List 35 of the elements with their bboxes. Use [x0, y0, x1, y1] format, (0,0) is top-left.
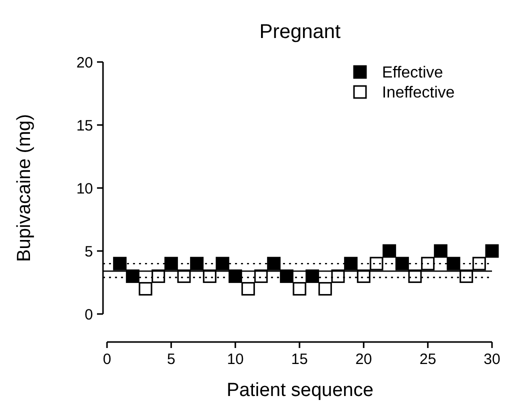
point — [241, 282, 255, 296]
point — [138, 282, 152, 296]
y-tick-label: 15 — [76, 117, 93, 134]
point — [113, 256, 127, 270]
point — [190, 256, 204, 270]
point — [216, 256, 230, 270]
point — [267, 256, 281, 270]
y-axis-title: Bupivacaine (mg) — [14, 114, 35, 262]
point — [344, 256, 358, 270]
y-tick-label: 10 — [76, 180, 93, 198]
point — [485, 244, 499, 258]
x-tick-label: 15 — [291, 351, 308, 368]
point — [434, 244, 448, 258]
legend-label: Effective — [382, 64, 444, 82]
x-tick-label: 10 — [226, 351, 244, 368]
x-axis-title: Patient sequence — [226, 380, 374, 401]
chart-title: Pregnant — [259, 21, 342, 43]
point — [164, 256, 178, 270]
legend-label: Ineffective — [382, 84, 455, 102]
point — [421, 256, 435, 270]
x-tick-label: 0 — [102, 351, 112, 368]
point — [395, 256, 409, 270]
x-tick-label: 25 — [419, 351, 436, 368]
y-tick-label: 20 — [76, 54, 93, 72]
y-tick-label: 0 — [84, 306, 93, 324]
point — [382, 244, 396, 258]
y-tick-label: 5 — [84, 243, 93, 260]
point — [472, 256, 486, 270]
point — [292, 282, 306, 296]
point — [446, 256, 460, 270]
point — [370, 256, 384, 270]
x-tick-label: 30 — [484, 351, 500, 368]
point — [318, 282, 332, 296]
x-tick-label: 20 — [355, 351, 372, 368]
x-tick-label: 5 — [166, 351, 176, 368]
